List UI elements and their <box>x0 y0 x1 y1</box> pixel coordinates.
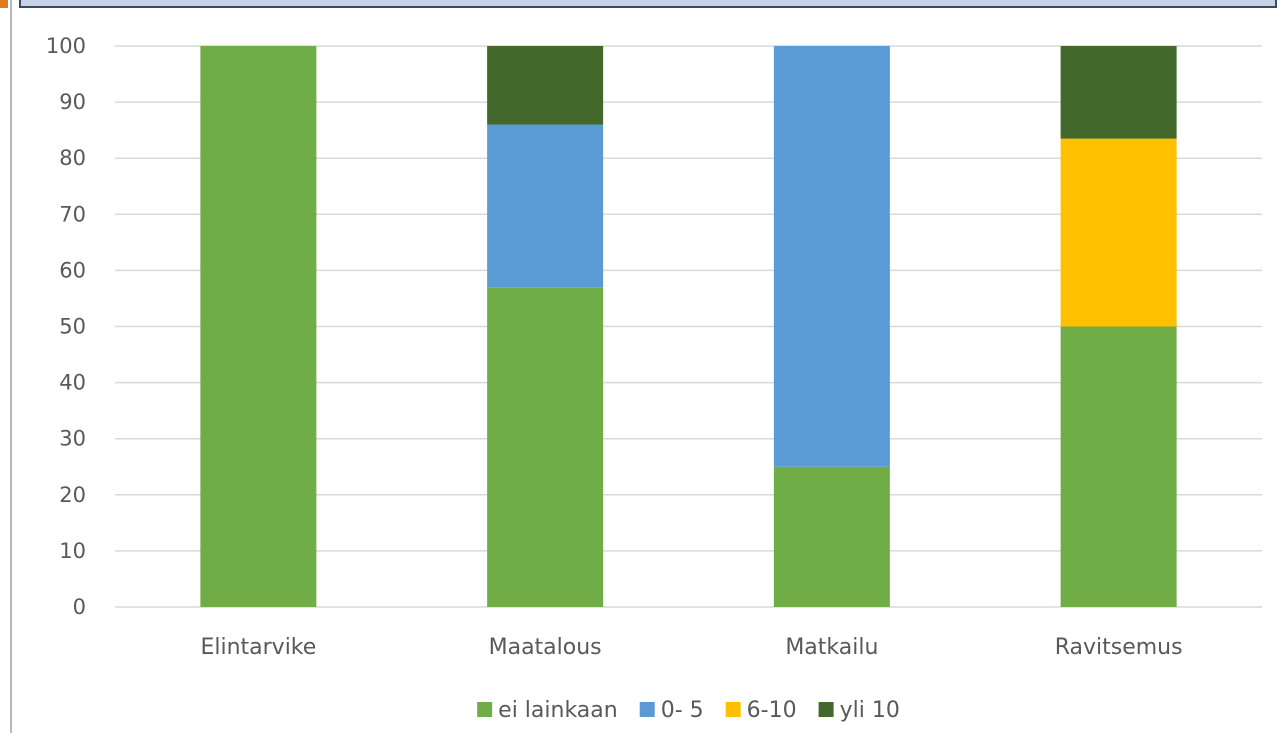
legend-item: ei lainkaan <box>477 698 618 723</box>
y-axis-tick-labels: 0 10 20 30 40 50 60 70 80 90 100 <box>46 34 86 619</box>
y-tick-label: 70 <box>59 202 86 226</box>
bar-segment <box>1060 138 1177 327</box>
bar-segment <box>1060 326 1177 607</box>
y-tick-label: 60 <box>59 258 86 282</box>
bar-segment <box>487 124 604 288</box>
legend-label: 0- 5 <box>661 698 704 723</box>
bar-segment <box>487 287 604 607</box>
x-tick-label: Ravitsemus <box>1055 635 1183 660</box>
legend-label: yli 10 <box>840 698 900 723</box>
y-tick-label: 50 <box>59 315 86 339</box>
legend-swatch <box>725 702 741 717</box>
bar-segment <box>773 46 890 467</box>
bar-segment <box>1060 46 1177 139</box>
y-tick-label: 90 <box>59 90 86 114</box>
y-tick-label: 20 <box>59 483 86 507</box>
bar-segment <box>200 46 317 607</box>
bar-segment <box>487 46 604 125</box>
bar-segment <box>773 466 890 607</box>
y-tick-label: 0 <box>73 595 86 619</box>
y-tick-label: 10 <box>59 539 86 563</box>
legend-label: ei lainkaan <box>498 698 618 723</box>
x-tick-label: Maatalous <box>489 635 602 660</box>
bars <box>200 46 1177 607</box>
x-tick-label: Elintarvike <box>200 635 316 660</box>
x-axis-tick-labels: Elintarvike Maatalous Matkailu Ravitsemus <box>200 635 1182 660</box>
x-tick-label: Matkailu <box>785 635 878 660</box>
y-tick-label: 80 <box>59 146 86 170</box>
window-corner-accent <box>0 0 8 8</box>
y-tick-label: 30 <box>59 427 86 451</box>
legend-swatch <box>477 702 493 717</box>
legend-label: 6-10 <box>747 698 797 723</box>
y-tick-label: 100 <box>46 34 86 58</box>
legend-item: yli 10 <box>818 698 900 723</box>
legend-swatch <box>639 702 655 717</box>
y-tick-label: 40 <box>59 371 86 395</box>
window-title-strip <box>19 0 1277 8</box>
legend-item: 0- 5 <box>639 698 704 723</box>
legend: ei lainkaan 0- 5 6-10 yli 10 <box>477 698 900 723</box>
legend-item: 6-10 <box>725 698 797 723</box>
legend-swatch <box>818 702 834 717</box>
